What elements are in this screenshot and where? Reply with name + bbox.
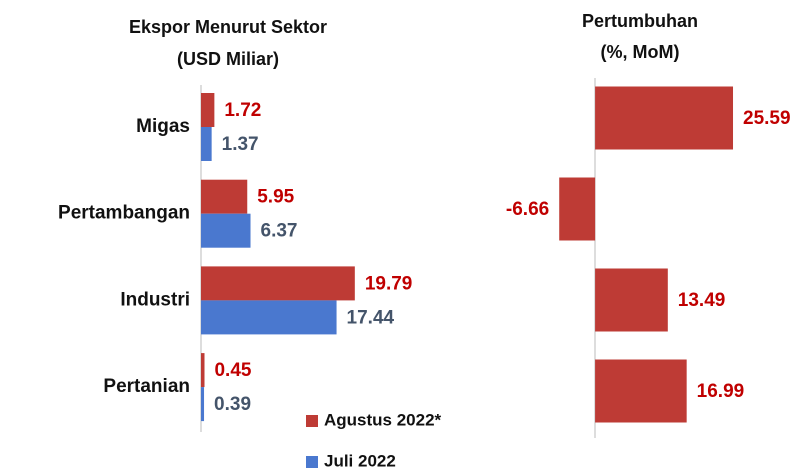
bar xyxy=(595,86,734,150)
legend-label: Agustus 2022* xyxy=(324,410,442,429)
value-label: 1.37 xyxy=(222,134,259,155)
chart-title: (%, MoM) xyxy=(601,42,680,62)
bar xyxy=(201,213,251,248)
legend-label: Juli 2022 xyxy=(324,451,396,470)
category-label: Pertanian xyxy=(103,376,190,397)
bar xyxy=(595,359,687,423)
chart-title: Pertumbuhan xyxy=(582,11,698,31)
chart-title: (USD Miliar) xyxy=(177,49,279,69)
value-label: 17.44 xyxy=(347,307,395,328)
value-label: 0.39 xyxy=(214,394,251,415)
value-label: 5.95 xyxy=(257,187,294,208)
bar xyxy=(201,387,205,422)
bar xyxy=(201,300,337,335)
bar xyxy=(201,179,248,214)
legend-swatch xyxy=(306,415,318,427)
value-label: 6.37 xyxy=(261,221,298,242)
bar xyxy=(595,268,668,332)
category-label: Migas xyxy=(136,116,190,137)
bar xyxy=(201,127,212,161)
legend-swatch xyxy=(306,456,318,468)
value-label: 25.59 xyxy=(743,108,791,129)
chart-title: Ekspor Menurut Sektor xyxy=(129,17,327,37)
value-label: 19.79 xyxy=(365,273,413,294)
value-label: -6.66 xyxy=(506,199,549,220)
value-label: 13.49 xyxy=(678,290,726,311)
value-label: 16.99 xyxy=(697,381,745,402)
category-label: Industri xyxy=(120,289,190,310)
value-label: 0.45 xyxy=(214,360,251,381)
bar xyxy=(201,93,215,127)
bar xyxy=(559,177,596,241)
category-label: Pertambangan xyxy=(58,203,190,224)
bar xyxy=(201,353,205,388)
value-label: 1.72 xyxy=(224,100,261,121)
bar xyxy=(201,266,355,301)
